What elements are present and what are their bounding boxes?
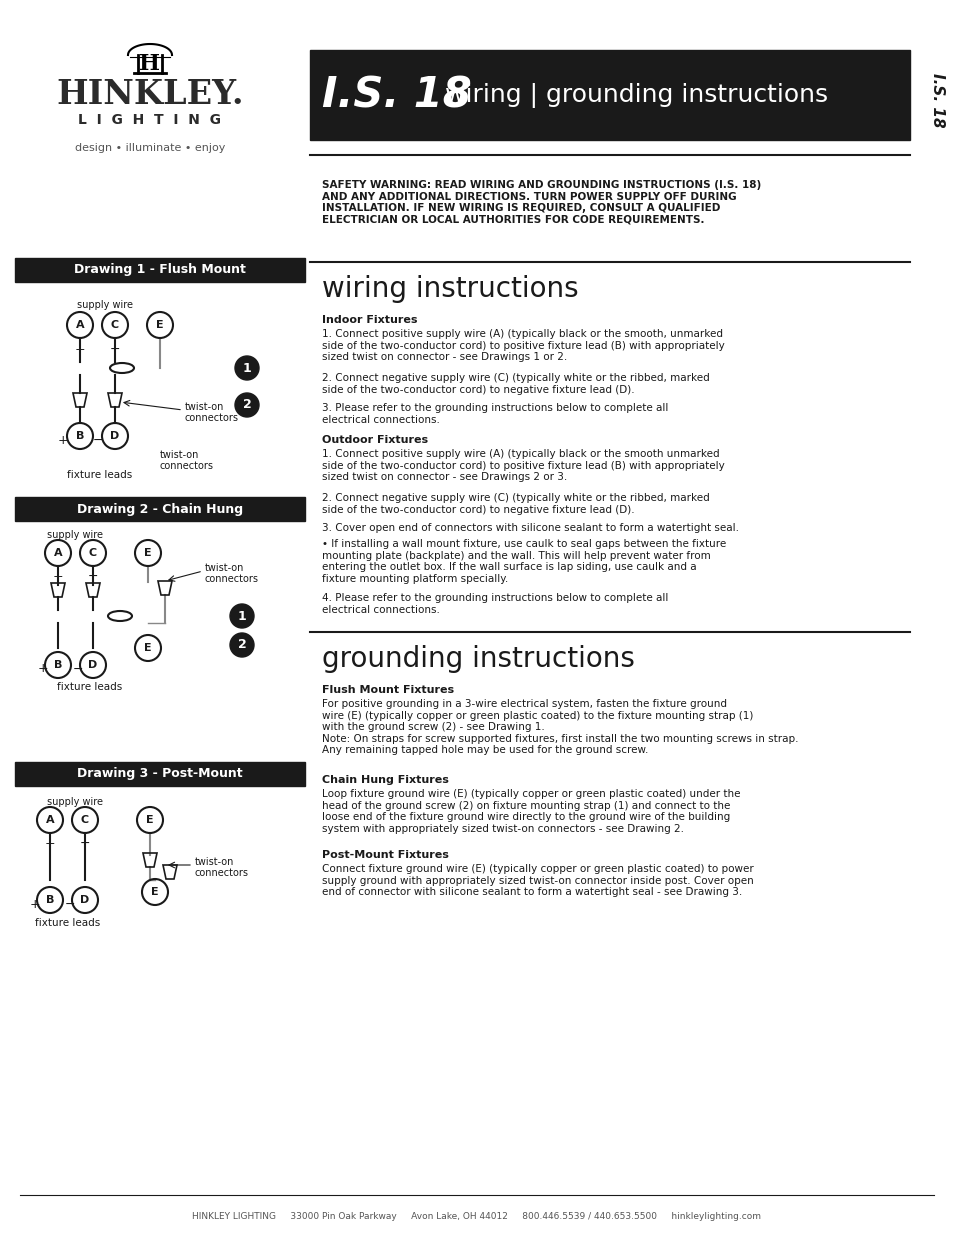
Text: twist-on: twist-on [160, 450, 199, 459]
Text: E: E [144, 643, 152, 653]
Text: Drawing 1 - Flush Mount: Drawing 1 - Flush Mount [74, 263, 246, 277]
Text: 3. Cover open end of connectors with silicone sealant to form a watertight seal.: 3. Cover open end of connectors with sil… [322, 522, 739, 534]
Text: twist-on: twist-on [205, 563, 244, 573]
Text: fixture leads: fixture leads [57, 682, 123, 692]
Bar [310, 49, 909, 140]
Bar [15, 762, 305, 785]
Text: fixture leads: fixture leads [68, 471, 132, 480]
Text: Drawing 3 - Post-Mount: Drawing 3 - Post-Mount [77, 767, 243, 781]
Text: −: − [65, 898, 75, 910]
Text: Flush Mount Fixtures: Flush Mount Fixtures [322, 685, 454, 695]
Text: C: C [111, 320, 119, 330]
Text: HINKLEY.: HINKLEY. [56, 79, 244, 111]
Text: supply wire: supply wire [47, 797, 103, 806]
Text: fixture leads: fixture leads [35, 918, 100, 927]
Bar [15, 258, 305, 282]
Text: +: + [57, 433, 69, 447]
Text: −: − [72, 662, 83, 676]
Text: supply wire: supply wire [47, 530, 103, 540]
Text: HINKLEY LIGHTING     33000 Pin Oak Parkway     Avon Lake, OH 44012     800.446.5: HINKLEY LIGHTING 33000 Pin Oak Parkway A… [193, 1212, 760, 1221]
Bar [32, 362, 242, 375]
Text: 2. Connect negative supply wire (C) (typically white or the ribbed, marked
side : 2. Connect negative supply wire (C) (typ… [322, 493, 709, 515]
Text: design • illuminate • enjoy: design • illuminate • enjoy [74, 143, 225, 153]
Text: +: + [45, 837, 55, 850]
Text: E: E [144, 548, 152, 558]
Text: Connect fixture ground wire (E) (typically copper or green plastic coated) to po: Connect fixture ground wire (E) (typical… [322, 864, 753, 897]
Text: A: A [75, 320, 84, 330]
Text: Outdoor Fixtures: Outdoor Fixtures [322, 435, 428, 445]
Text: −: − [110, 343, 120, 356]
Text: wiring instructions: wiring instructions [322, 275, 578, 303]
Text: 2: 2 [242, 399, 251, 411]
Text: +: + [52, 571, 63, 583]
Text: C: C [89, 548, 97, 558]
Text: D: D [89, 659, 97, 671]
Text: Drawing 2 - Chain Hung: Drawing 2 - Chain Hung [77, 503, 243, 515]
Text: wiring | grounding instructions: wiring | grounding instructions [444, 83, 827, 107]
Bar [25, 610, 250, 622]
Text: E: E [146, 815, 153, 825]
Text: SAFETY WARNING: READ WIRING AND GROUNDING INSTRUCTIONS (I.S. 18)
AND ANY ADDITIO: SAFETY WARNING: READ WIRING AND GROUNDIN… [322, 180, 760, 225]
Text: A: A [53, 548, 62, 558]
Bar [15, 496, 305, 521]
Text: twist-on: twist-on [185, 403, 224, 412]
Text: 3. Please refer to the grounding instructions below to complete all
electrical c: 3. Please refer to the grounding instruc… [322, 403, 668, 425]
Text: Loop fixture ground wire (E) (typically copper or green plastic coated) under th: Loop fixture ground wire (E) (typically … [322, 789, 740, 834]
Text: C: C [81, 815, 89, 825]
Text: connectors: connectors [194, 868, 249, 878]
Text: B: B [53, 659, 62, 671]
Text: 2: 2 [237, 638, 246, 652]
Circle shape [230, 604, 253, 629]
Text: +: + [30, 898, 40, 910]
Text: L  I  G  H  T  I  N  G: L I G H T I N G [78, 112, 221, 127]
Text: connectors: connectors [185, 412, 239, 424]
Text: 2. Connect negative supply wire (C) (typically white or the ribbed, marked
side : 2. Connect negative supply wire (C) (typ… [322, 373, 709, 395]
Text: +: + [38, 662, 49, 676]
Text: E: E [156, 320, 164, 330]
Text: 1: 1 [237, 610, 246, 622]
Text: H: H [139, 53, 160, 75]
Text: Chain Hung Fixtures: Chain Hung Fixtures [322, 776, 449, 785]
Text: 1. Connect positive supply wire (A) (typically black or the smooth unmarked
side: 1. Connect positive supply wire (A) (typ… [322, 450, 724, 482]
Text: supply wire: supply wire [77, 300, 132, 310]
Text: Post-Mount Fixtures: Post-Mount Fixtures [322, 850, 449, 860]
Text: D: D [111, 431, 119, 441]
Text: −: − [80, 837, 91, 850]
Text: −: − [88, 571, 98, 583]
Text: grounding instructions: grounding instructions [322, 645, 634, 673]
Text: Indoor Fixtures: Indoor Fixtures [322, 315, 417, 325]
Text: I.S. 18: I.S. 18 [322, 74, 471, 116]
Circle shape [230, 634, 253, 657]
Text: twist-on: twist-on [194, 857, 234, 867]
Text: −: − [92, 433, 103, 447]
Text: 1: 1 [242, 362, 251, 374]
Text: A: A [46, 815, 54, 825]
Text: connectors: connectors [205, 574, 258, 584]
Text: B: B [75, 431, 84, 441]
Text: +: + [74, 343, 85, 356]
Circle shape [234, 393, 258, 417]
Text: B: B [46, 895, 54, 905]
Text: 1. Connect positive supply wire (A) (typically black or the smooth, unmarked
sid: 1. Connect positive supply wire (A) (typ… [322, 329, 724, 362]
Text: I.S. 18: I.S. 18 [929, 73, 944, 127]
Text: 4. Please refer to the grounding instructions below to complete all
electrical c: 4. Please refer to the grounding instruc… [322, 593, 668, 615]
Circle shape [234, 356, 258, 380]
Text: connectors: connectors [160, 461, 213, 471]
Text: E: E [151, 887, 158, 897]
Text: D: D [80, 895, 90, 905]
Text: • If installing a wall mount fixture, use caulk to seal gaps between the fixture: • If installing a wall mount fixture, us… [322, 538, 725, 584]
Text: For positive grounding in a 3-wire electrical system, fasten the fixture ground
: For positive grounding in a 3-wire elect… [322, 699, 798, 756]
